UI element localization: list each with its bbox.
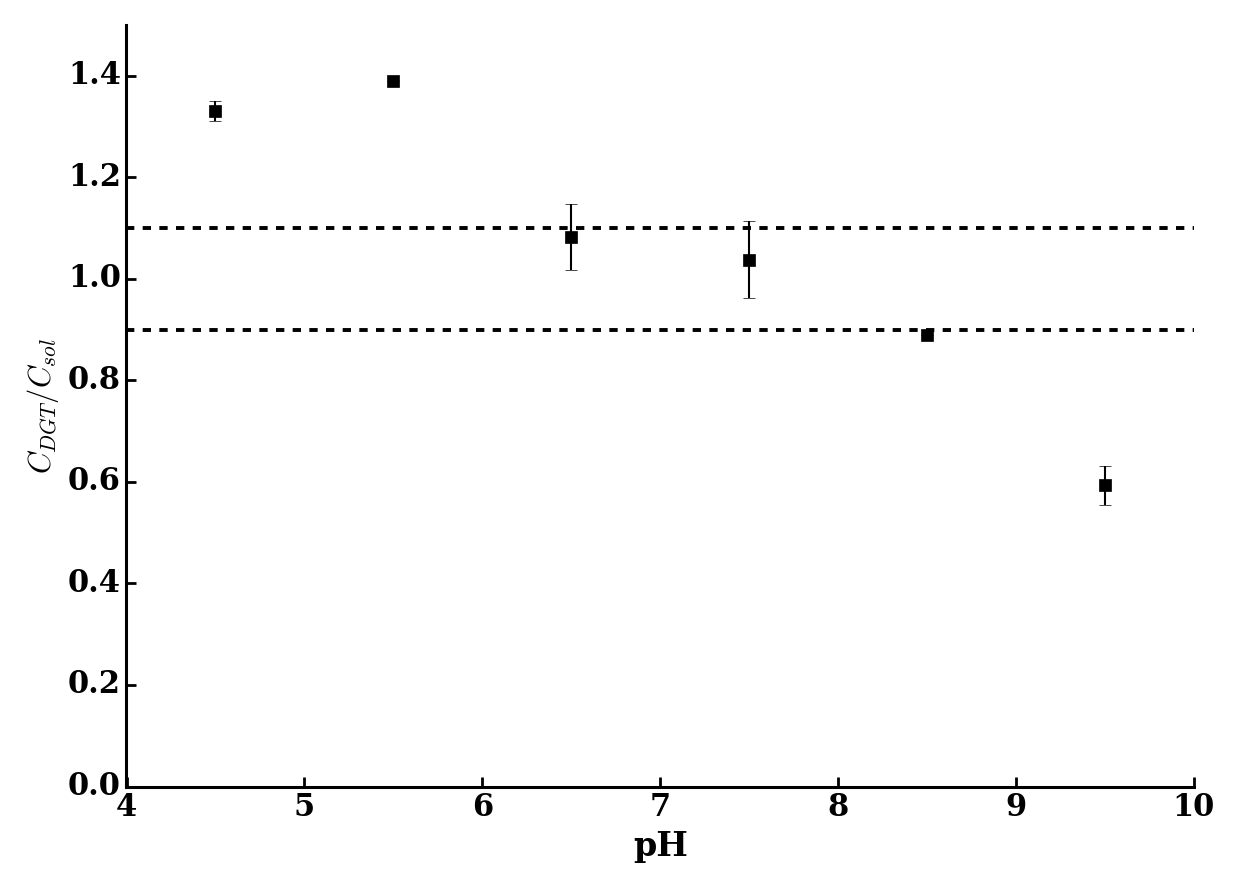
X-axis label: pH: pH: [632, 830, 688, 863]
Y-axis label: $C_{DGT}/C_{sol}$: $C_{DGT}/C_{sol}$: [25, 337, 61, 473]
